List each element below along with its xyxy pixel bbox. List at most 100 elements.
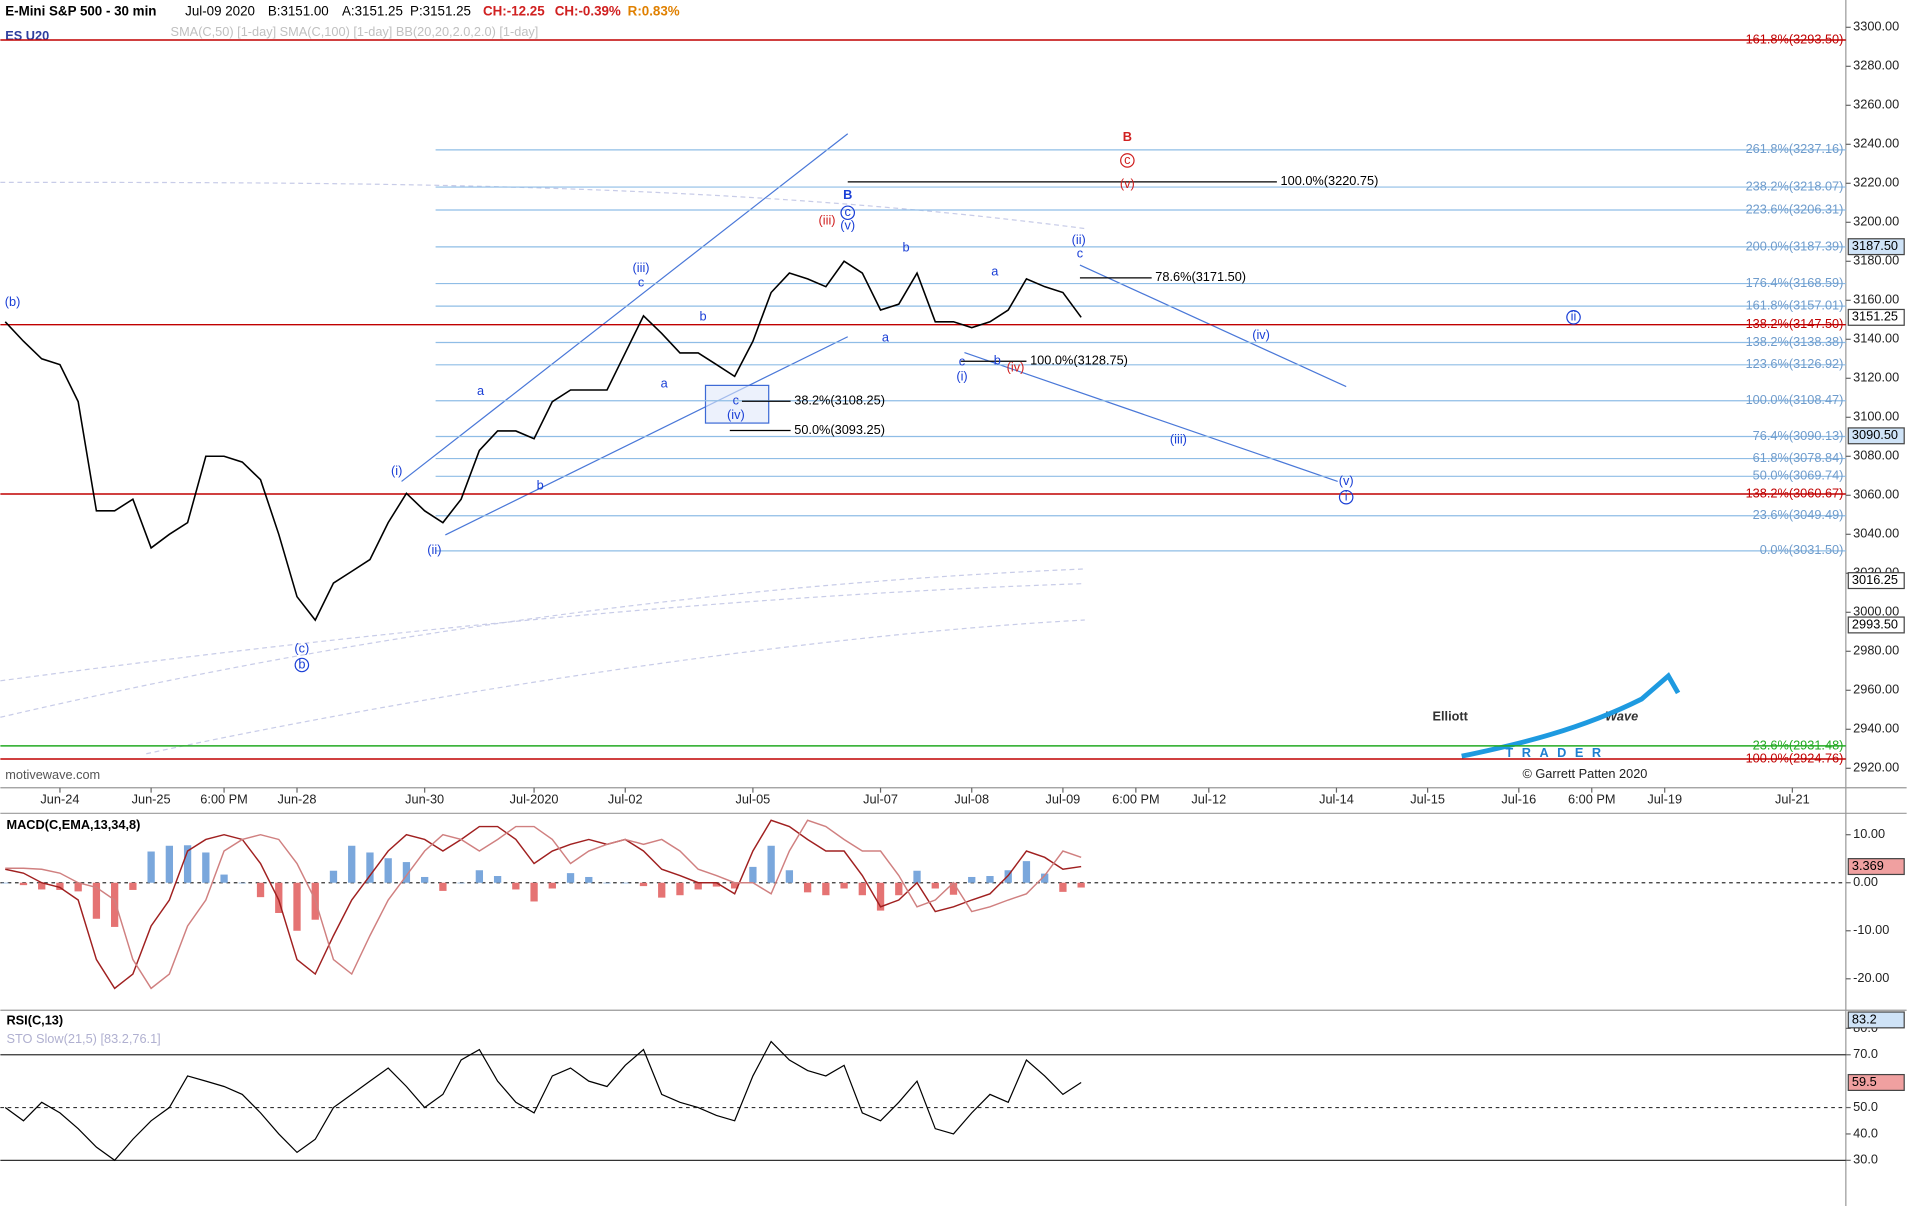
fib-level-label: 23.6%(2931.48) bbox=[1753, 737, 1844, 752]
histogram-bar bbox=[822, 882, 830, 896]
ma-curve bbox=[146, 619, 1085, 755]
macd-line bbox=[5, 819, 1082, 990]
wave-label: (iv) bbox=[727, 407, 745, 422]
trend-line bbox=[964, 351, 1338, 483]
wave-label: (v) bbox=[1120, 176, 1135, 191]
histogram-bar bbox=[1022, 861, 1031, 883]
fib-level-label: 23.6%(3049.49) bbox=[1753, 507, 1844, 522]
y-tick-label: 3180.00 bbox=[1853, 253, 1899, 268]
y-tick-label: -10.00 bbox=[1853, 922, 1889, 937]
fib-level-label: 138.2%(3060.67) bbox=[1746, 485, 1844, 500]
value-badge bbox=[1847, 1011, 1905, 1029]
histogram-bar bbox=[129, 882, 137, 890]
value-badge bbox=[1847, 1073, 1905, 1091]
wave-label: i bbox=[1345, 489, 1348, 504]
wave-label: B bbox=[1123, 129, 1132, 144]
histogram-bar bbox=[1041, 873, 1049, 883]
histogram-bar bbox=[876, 882, 885, 911]
histogram-bar bbox=[439, 882, 447, 891]
y-tick-label: 40.0 bbox=[1853, 1125, 1878, 1140]
value-badge-label: 3187.50 bbox=[1852, 238, 1898, 253]
wave-label: (iii) bbox=[819, 213, 836, 228]
x-tick-label: Jul-09 bbox=[1046, 791, 1081, 806]
fib-level-label: 261.8%(3237.16) bbox=[1746, 141, 1844, 156]
y-tick-label: 10.00 bbox=[1853, 826, 1885, 841]
short-level-label: 38.2%(3108.25) bbox=[794, 393, 885, 408]
y-tick-label: 3280.00 bbox=[1853, 58, 1899, 73]
y-tick-label: -20.00 bbox=[1853, 970, 1889, 985]
rsi-line bbox=[4, 1040, 1082, 1162]
change: CH:-12.25 bbox=[483, 4, 545, 19]
value-badge-label: 59.5 bbox=[1852, 1074, 1877, 1089]
panel-title: MACD(C,EMA,13,34,8) bbox=[6, 817, 140, 832]
y-tick-label: 3260.00 bbox=[1853, 97, 1899, 112]
x-tick-label: Jul-14 bbox=[1319, 791, 1354, 806]
price-line bbox=[4, 260, 1082, 622]
y-tick-label: 3040.00 bbox=[1853, 526, 1899, 541]
fib-level-label: 176.4%(3168.59) bbox=[1746, 275, 1844, 290]
x-tick-label: Jul-02 bbox=[608, 791, 643, 806]
histogram-bar bbox=[111, 882, 119, 927]
fib-level-label: 161.8%(3157.01) bbox=[1746, 298, 1844, 313]
histogram-bar bbox=[256, 882, 265, 898]
trend-line bbox=[445, 336, 849, 536]
wave-label: (iv) bbox=[1007, 360, 1025, 375]
x-tick-label: Jun-24 bbox=[40, 791, 79, 806]
indicators: SMA(C,50) [1-day] SMA(C,100) [1-day] BB(… bbox=[171, 24, 539, 39]
histogram-bar bbox=[220, 874, 228, 883]
histogram-bar bbox=[986, 876, 994, 883]
value-badge bbox=[1847, 238, 1905, 256]
value-badge bbox=[1847, 572, 1905, 590]
wave-label: a bbox=[882, 329, 890, 344]
fib-level-label: 161.8%(3293.50) bbox=[1746, 31, 1844, 46]
histogram-bar bbox=[402, 862, 411, 883]
wave-label: (b) bbox=[5, 294, 21, 309]
value-badge-label: 83.2 bbox=[1852, 1011, 1877, 1026]
histogram-bar bbox=[74, 882, 82, 892]
histogram-bar bbox=[92, 882, 101, 919]
wave-label: (ii) bbox=[1072, 232, 1086, 247]
y-tick-label: 2960.00 bbox=[1853, 682, 1899, 697]
wave-label: b bbox=[700, 309, 707, 324]
x-tick-label: Jul-21 bbox=[1775, 791, 1810, 806]
wave-label: c bbox=[733, 393, 740, 408]
x-tick-label: 6:00 PM bbox=[1112, 791, 1159, 806]
wave-circle bbox=[1566, 310, 1581, 325]
trend-lines bbox=[401, 133, 1347, 536]
x-tick-label: Jun-25 bbox=[132, 791, 171, 806]
histogram-bar bbox=[585, 876, 593, 883]
change-pct: CH:-0.39% bbox=[555, 4, 621, 19]
wave-label: ii bbox=[1571, 309, 1577, 324]
ask: A:3151.25 bbox=[342, 4, 403, 19]
wave-circle bbox=[1338, 489, 1354, 505]
y-tick-label: 3000.00 bbox=[1853, 604, 1899, 619]
histogram-bar bbox=[512, 882, 520, 890]
logo-credit: © Garrett Patten 2020 bbox=[1522, 766, 1647, 781]
y-tick-label: 3060.00 bbox=[1853, 487, 1899, 502]
histogram-bar bbox=[457, 882, 465, 884]
price: P:3151.25 bbox=[410, 4, 471, 19]
wave-label: (i) bbox=[391, 463, 402, 478]
x-tick-label: Jul-19 bbox=[1647, 791, 1682, 806]
histogram-bar bbox=[694, 882, 702, 890]
panel-title: RSI(C,13) bbox=[6, 1013, 63, 1028]
histogram-bar bbox=[202, 852, 210, 883]
moving-averages bbox=[0, 181, 1085, 755]
fib-level-label: 61.8%(3078.84) bbox=[1753, 450, 1844, 465]
x-tick-label: 6:00 PM bbox=[1568, 791, 1615, 806]
fib-level-label: 238.2%(3218.07) bbox=[1746, 178, 1844, 193]
histogram-bar bbox=[1059, 882, 1067, 892]
histogram-bar bbox=[38, 882, 46, 890]
trend-line bbox=[1079, 264, 1347, 388]
histogram-bar bbox=[275, 882, 283, 913]
ma-curve bbox=[0, 582, 1085, 682]
wave-label: b bbox=[298, 656, 305, 671]
histogram-bar bbox=[530, 882, 538, 902]
wave-label: (i) bbox=[956, 368, 967, 383]
histogram-bar bbox=[475, 870, 484, 883]
x-tick-label: Jul-07 bbox=[863, 791, 898, 806]
value-badge bbox=[1847, 858, 1905, 876]
histogram-bar bbox=[603, 882, 611, 884]
y-tick-label: 3300.00 bbox=[1853, 19, 1899, 34]
histogram-bar bbox=[731, 882, 739, 889]
